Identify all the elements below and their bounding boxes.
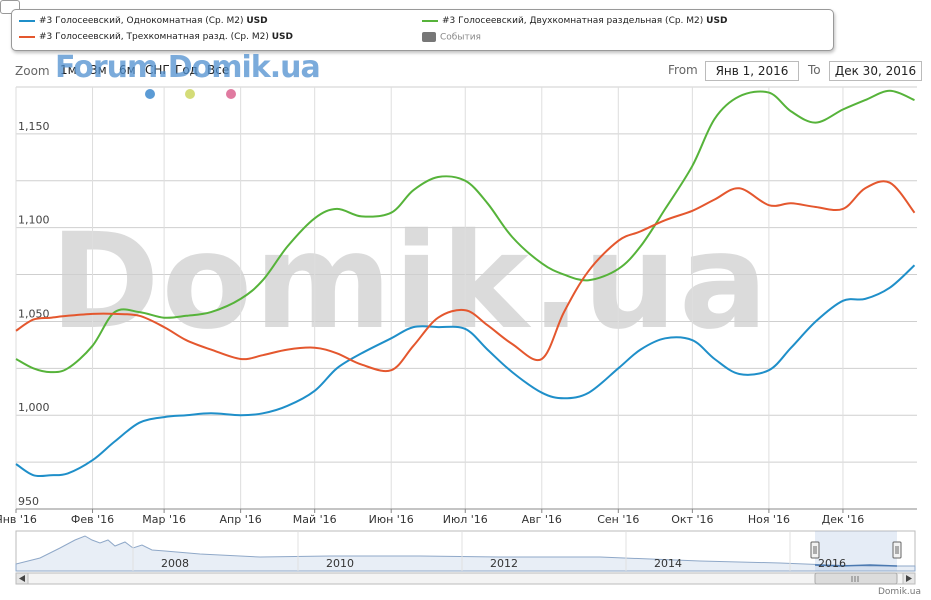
x-tick-label: Окт '16 [671, 513, 713, 526]
event-marker [226, 89, 236, 99]
to-date-input[interactable]: Дек 30, 2016 [829, 61, 922, 81]
forum-watermark: Forum.Domik.ua [55, 50, 321, 85]
navigator-handle[interactable] [892, 541, 902, 559]
x-tick-label: Янв '16 [0, 513, 37, 526]
credit-label: Domik.ua [878, 587, 921, 597]
x-tick-label: Фев '16 [71, 513, 114, 526]
navigator-year-label: 2014 [654, 557, 682, 570]
x-tick-label: Май '16 [293, 513, 337, 526]
zoom-1m-button[interactable]: 1м [60, 63, 77, 77]
legend-item-three-room[interactable]: #3 Голосеевский, Трехкомнатная разд. (Ср… [19, 32, 293, 43]
x-tick-label: Июл '16 [443, 513, 488, 526]
y-tick-label: 1,100 [18, 214, 50, 227]
legend-swatch-two-room [422, 19, 438, 22]
chart-legend: #3 Голосеевский, Однокомнатная (Ср. М2) … [11, 9, 834, 51]
domik-watermark: Domik.ua [50, 205, 771, 359]
legend-unit-two-room: USD [706, 16, 728, 26]
navigator-handle[interactable] [810, 541, 820, 559]
legend-unit-one-room: USD [246, 16, 268, 26]
legend-label-two-room: #3 Голосеевский, Двухкомнатная раздельна… [442, 16, 704, 26]
arrow-left-icon [19, 575, 25, 582]
zoom-6m-button[interactable]: 6м [119, 63, 136, 77]
legend-item-one-room[interactable]: #3 Голосеевский, Однокомнатная (Ср. М2) … [19, 16, 268, 27]
legend-label-events: События [440, 32, 481, 43]
navigator-year-label: 2012 [490, 557, 518, 570]
y-tick-label: 950 [18, 495, 39, 508]
arrow-right-icon [906, 575, 912, 582]
x-tick-label: Мар '16 [142, 513, 186, 526]
legend-swatch-three-room [19, 35, 35, 38]
legend-item-events[interactable]: События [422, 32, 481, 44]
legend-item-two-room[interactable]: #3 Голосеевский, Двухкомнатная раздельна… [422, 16, 727, 27]
x-tick-label: Авг '16 [522, 513, 562, 526]
zoom-label: Zoom [15, 64, 50, 78]
y-tick-label: 1,000 [18, 401, 50, 414]
to-label: To [808, 63, 821, 77]
from-date-input[interactable]: Янв 1, 2016 [705, 61, 799, 81]
x-tick-label: Июн '16 [369, 513, 414, 526]
x-tick-label: Ноя '16 [748, 513, 790, 526]
legend-label-three-room: #3 Голосеевский, Трехкомнатная разд. (Ср… [39, 32, 269, 42]
legend-swatch-events [422, 32, 436, 42]
series-line-one-room [15, 264, 916, 478]
navigator-year-label: 2016 [818, 557, 846, 570]
event-marker [185, 89, 195, 99]
zoom-year-button[interactable]: Год [175, 63, 198, 77]
x-tick-label: Дек '16 [822, 513, 865, 526]
series-line-two-room [15, 89, 915, 374]
scrollbar-track[interactable] [15, 572, 916, 585]
zoom-3m-button[interactable]: 3м [90, 63, 107, 77]
from-label: From [668, 63, 698, 77]
legend-label-one-room: #3 Голосеевский, Однокомнатная (Ср. М2) [39, 16, 244, 26]
x-tick-label: Сен '16 [597, 513, 639, 526]
navigator-year-label: 2008 [161, 557, 189, 570]
y-tick-label: 1,150 [18, 120, 50, 133]
zoom-ytd-button[interactable]: СНГ [145, 63, 170, 77]
event-marker [145, 89, 155, 99]
scrollbar-thumb[interactable] [814, 572, 898, 585]
series-line-three-room [15, 180, 916, 373]
legend-swatch-one-room [19, 19, 35, 22]
legend-unit-three-room: USD [271, 32, 293, 42]
x-tick-label: Апр '16 [220, 513, 262, 526]
zoom-all-button[interactable]: Все [207, 63, 230, 77]
navigator-selection-line [814, 564, 898, 567]
navigator-year-label: 2010 [326, 557, 354, 570]
navigator-selection [815, 531, 897, 571]
